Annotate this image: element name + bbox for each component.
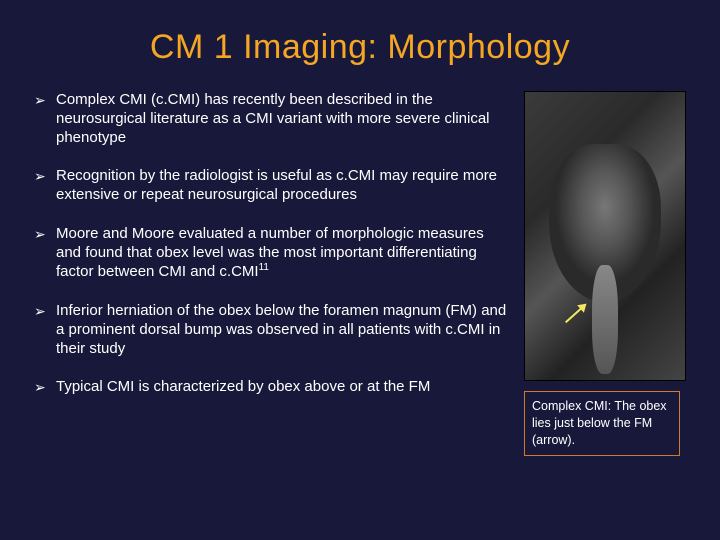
mri-image [524, 91, 686, 381]
bullet-text: Inferior herniation of the obex below th… [56, 302, 510, 358]
right-column: Complex CMI: The obex lies just below th… [524, 91, 686, 456]
list-item: ➢ Typical CMI is characterized by obex a… [34, 378, 510, 397]
citation-sup: 11 [259, 262, 269, 273]
bullet-text: Typical CMI is characterized by obex abo… [56, 378, 510, 397]
bullet-marker-icon: ➢ [34, 378, 56, 397]
list-item: ➢ Complex CMI (c.CMI) has recently been … [34, 91, 510, 147]
content-row: ➢ Complex CMI (c.CMI) has recently been … [34, 91, 686, 456]
bullet-text: Recognition by the radiologist is useful… [56, 167, 510, 205]
bullet-list: ➢ Complex CMI (c.CMI) has recently been … [34, 91, 524, 456]
bullet-marker-icon: ➢ [34, 225, 56, 282]
slide: CM 1 Imaging: Morphology ➢ Complex CMI (… [0, 0, 720, 540]
bullet-marker-icon: ➢ [34, 167, 56, 205]
bullet-text-main: Moore and Moore evaluated a number of mo… [56, 225, 484, 281]
list-item: ➢ Recognition by the radiologist is usef… [34, 167, 510, 205]
bullet-marker-icon: ➢ [34, 91, 56, 147]
list-item: ➢ Inferior herniation of the obex below … [34, 302, 510, 358]
image-caption: Complex CMI: The obex lies just below th… [524, 391, 680, 456]
arrow-icon [565, 304, 586, 323]
bullet-marker-icon: ➢ [34, 302, 56, 358]
list-item: ➢ Moore and Moore evaluated a number of … [34, 225, 510, 282]
page-title: CM 1 Imaging: Morphology [34, 28, 686, 67]
bullet-text: Moore and Moore evaluated a number of mo… [56, 225, 510, 282]
bullet-text: Complex CMI (c.CMI) has recently been de… [56, 91, 510, 147]
